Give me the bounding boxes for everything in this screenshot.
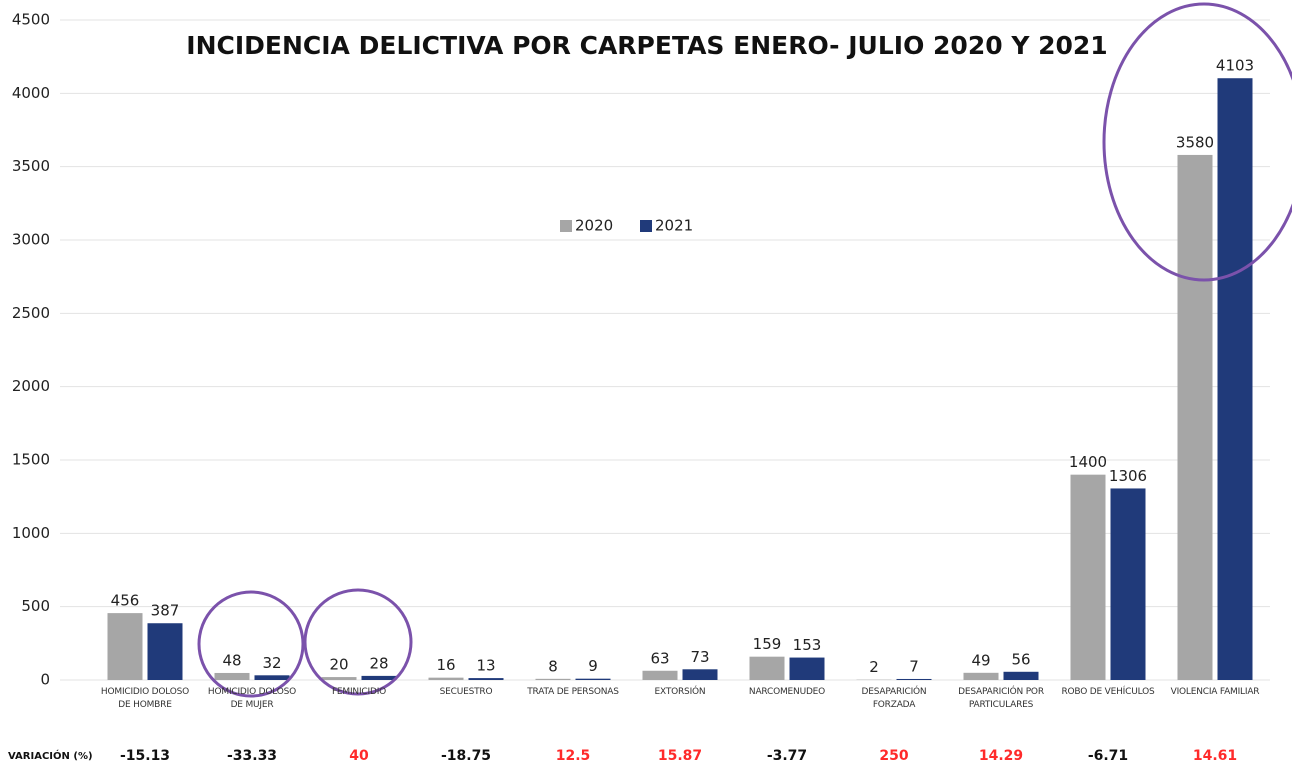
value-label: 387 (151, 602, 180, 620)
value-label: 48 (222, 651, 241, 669)
variation-value: 250 (879, 748, 908, 764)
bar (107, 613, 143, 680)
value-label: 2 (869, 658, 879, 676)
bar (575, 678, 611, 680)
value-label: 63 (650, 649, 669, 667)
bar (535, 678, 571, 680)
variation-value: -15.13 (120, 748, 170, 764)
value-label: 16 (436, 656, 455, 674)
legend-swatch (640, 220, 652, 232)
x-tick-label: TRATA DE PERSONAS (527, 687, 619, 697)
y-tick-label: 4500 (12, 11, 50, 29)
value-label: 1400 (1069, 453, 1107, 471)
bar (749, 656, 785, 680)
variation-value: -33.33 (227, 748, 277, 764)
bar (896, 678, 932, 680)
y-tick-label: 1000 (12, 524, 50, 542)
variation-value: -3.77 (767, 748, 807, 764)
variation-value: 14.29 (979, 748, 1023, 764)
bar (321, 677, 357, 680)
value-label: 7 (909, 657, 919, 675)
x-tick-label: NARCOMENUDEO (748, 687, 826, 697)
x-tick-label: DESAPARICIÓN POR PARTICULARES (958, 687, 1044, 710)
variation-value: 14.61 (1193, 748, 1237, 764)
bar (682, 669, 718, 680)
variation-label: VARIACIÓN (%) (8, 749, 93, 762)
variation-value: 12.5 (556, 748, 591, 764)
value-label: 13 (476, 657, 495, 675)
value-label: 73 (690, 648, 709, 666)
bar (468, 678, 504, 680)
bar (1110, 488, 1146, 680)
x-tick-label: FEMINICIDIO (331, 687, 387, 697)
value-label: 56 (1011, 650, 1030, 668)
bar (254, 675, 290, 680)
x-tick-label: VIOLENCIA FAMILIAR (1170, 687, 1260, 697)
variation-value: 40 (349, 748, 369, 764)
y-tick-label: 2000 (12, 377, 50, 395)
bar (1177, 154, 1213, 680)
x-tick-label: SECUESTRO (439, 687, 493, 697)
value-label: 1306 (1109, 467, 1147, 485)
x-tick-label: HOMICIDIO DOLOSO DE MUJER (207, 687, 297, 710)
value-label: 32 (262, 654, 281, 672)
bar (1003, 671, 1039, 680)
value-label: 9 (588, 657, 598, 675)
y-tick-label: 1500 (12, 451, 50, 469)
bar (361, 675, 397, 680)
x-tick-label: EXTORSIÓN (654, 687, 706, 697)
y-tick-label: 3000 (12, 231, 50, 249)
y-tick-label: 500 (21, 597, 50, 615)
variation-value: -18.75 (441, 748, 491, 764)
variation-value: -6.71 (1088, 748, 1128, 764)
chart-title: INCIDENCIA DELICTIVA POR CARPETAS ENERO-… (186, 31, 1107, 60)
value-label: 8 (548, 657, 558, 675)
legend-swatch (560, 220, 572, 232)
bar (789, 657, 825, 680)
highlight-circle (197, 590, 305, 698)
y-tick-label: 2500 (12, 304, 50, 322)
value-label: 153 (793, 636, 822, 654)
variation-value: 15.87 (658, 748, 702, 764)
bar (1070, 474, 1106, 680)
x-tick-label: HOMICIDIO DOLOSO DE HOMBRE (100, 687, 190, 710)
bar (963, 672, 999, 680)
x-tick-label: DESAPARICIÓN FORZADA (861, 687, 927, 710)
y-tick-label: 0 (40, 671, 50, 689)
y-tick-label: 4000 (12, 84, 50, 102)
legend-label: 2020 (575, 217, 613, 235)
bar (428, 677, 464, 680)
bar (1217, 78, 1253, 680)
value-label: 49 (971, 651, 990, 669)
legend-label: 2021 (655, 217, 693, 235)
x-tick-label: ROBO DE VEHÍCULOS (1061, 687, 1155, 697)
highlight-circle (1102, 2, 1292, 282)
value-label: 28 (369, 654, 388, 672)
value-label: 3580 (1176, 133, 1214, 151)
value-label: 4103 (1216, 57, 1254, 75)
y-tick-label: 3500 (12, 157, 50, 175)
value-label: 456 (111, 592, 140, 610)
value-label: 159 (753, 635, 782, 653)
value-label: 20 (329, 656, 348, 674)
highlight-circle (303, 588, 413, 696)
bar (642, 670, 678, 680)
bar (147, 623, 183, 680)
bar (214, 672, 250, 680)
